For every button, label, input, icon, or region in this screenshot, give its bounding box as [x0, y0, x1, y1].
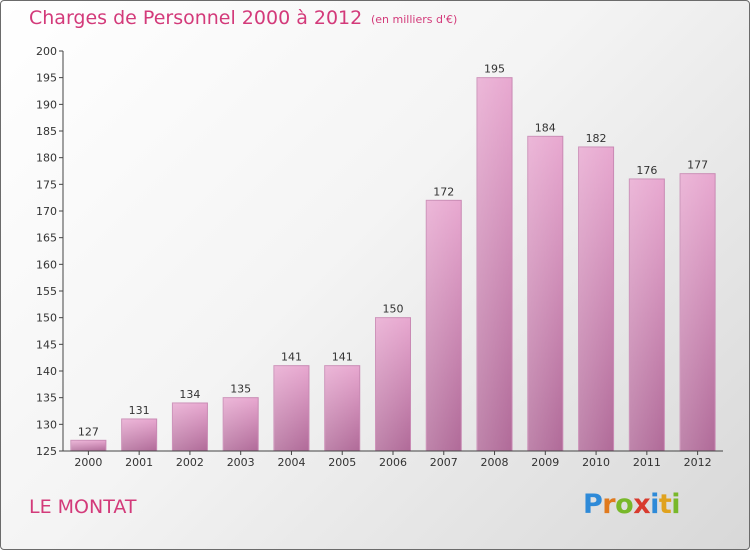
y-tick-label-170: 170: [36, 205, 57, 218]
x-tick-label-2003: 2003: [227, 456, 255, 469]
data-label-2007: 172: [433, 185, 454, 198]
x-tick-label-2007: 2007: [430, 456, 458, 469]
bar-highlight: [324, 365, 360, 451]
y-tick-label-190: 190: [36, 98, 57, 111]
logo-letter: t: [658, 489, 672, 520]
bar-highlight: [629, 179, 665, 451]
y-tick-label-160: 160: [36, 258, 57, 271]
y-tick-label-200: 200: [36, 45, 57, 58]
logo-letter: i: [650, 489, 659, 520]
chart-title: Charges de Personnel 2000 à 2012: [29, 7, 363, 29]
y-tick-label-125: 125: [36, 445, 57, 458]
bar-highlight: [527, 136, 563, 452]
data-label-2002: 134: [179, 388, 200, 401]
logo-letter: x: [633, 489, 651, 520]
bar-highlight: [223, 397, 259, 451]
logo-letter: r: [602, 489, 616, 520]
axes-group: 2000 2001 2002 2003 2004 2005 2006 2007 2008 2009…: [36, 45, 723, 469]
y-tick-label-135: 135: [36, 392, 57, 405]
logo-letter: o: [615, 489, 634, 520]
data-label-2008: 195: [484, 63, 505, 76]
data-label-2006: 150: [383, 303, 404, 316]
x-tick-label-2009: 2009: [531, 456, 559, 469]
y-tick-label-180: 180: [36, 152, 57, 165]
data-label-2000: 127: [78, 425, 99, 438]
y-tick-label-165: 165: [36, 232, 57, 245]
y-tick-label-185: 185: [36, 125, 57, 138]
y-tick-label-130: 130: [36, 418, 57, 431]
bar-highlight: [172, 403, 208, 451]
proxiti-logo: Proxiti: [583, 489, 681, 520]
data-label-2004: 141: [281, 351, 302, 364]
data-label-2010: 182: [586, 132, 607, 145]
x-tick-label-2000: 2000: [74, 456, 102, 469]
bars-group: 127 131 134 135 141 141 150 172 195 184 182 176 177: [70, 63, 716, 452]
data-label-2011: 176: [636, 164, 657, 177]
commune-name: LE MONTAT: [29, 496, 137, 518]
y-tick-label-195: 195: [36, 72, 57, 85]
x-tick-label-2004: 2004: [277, 456, 305, 469]
y-tick-label-175: 175: [36, 178, 57, 191]
bar-highlight: [578, 147, 614, 451]
data-label-2005: 141: [332, 351, 353, 364]
chart-subtitle: (en milliers d'€): [371, 13, 458, 26]
y-tick-label-140: 140: [36, 365, 57, 378]
x-tick-label-2006: 2006: [379, 456, 407, 469]
data-label-2001: 131: [129, 404, 150, 417]
x-tick-label-2008: 2008: [481, 456, 509, 469]
x-tick-label-2005: 2005: [328, 456, 356, 469]
bar-highlight: [477, 77, 513, 452]
x-tick-label-2012: 2012: [684, 456, 712, 469]
y-tick-label-155: 155: [36, 285, 57, 298]
x-tick-label-2002: 2002: [176, 456, 204, 469]
x-tick-label-2010: 2010: [582, 456, 610, 469]
bar-highlight: [70, 440, 106, 451]
data-label-2003: 135: [230, 383, 251, 396]
y-tick-label-150: 150: [36, 312, 57, 325]
x-tick-label-2001: 2001: [125, 456, 153, 469]
bar-highlight: [680, 173, 716, 451]
x-tick-label-2011: 2011: [633, 456, 661, 469]
bar-highlight: [273, 365, 309, 451]
bar-highlight: [121, 419, 157, 451]
y-tick-label-145: 145: [36, 338, 57, 351]
data-label-2009: 184: [535, 121, 556, 134]
logo-letter: P: [583, 489, 603, 520]
logo-letter: i: [671, 489, 681, 520]
bar-highlight: [375, 317, 411, 451]
bar-highlight: [426, 200, 462, 451]
data-label-2012: 177: [687, 159, 708, 172]
